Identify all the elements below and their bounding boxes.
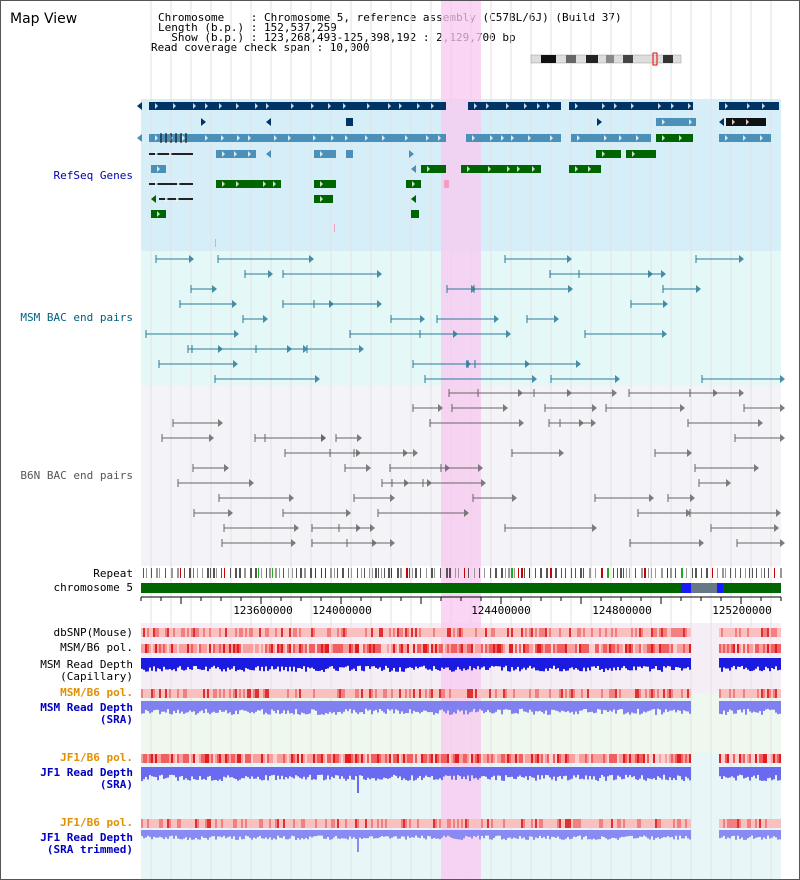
ruler-tick-label: 124000000 — [312, 604, 372, 617]
position-ruler: 123600000 124000000 124400000 124800000 1252… — [140, 596, 782, 617]
jf1-depth-trim-sublabel: (SRA trimmed) — [46, 843, 133, 856]
repeat-track[interactable] — [143, 568, 782, 578]
refseq-genes-label[interactable]: RefSeq Genes — [53, 169, 133, 182]
chromosome-ideogram[interactable] — [530, 52, 682, 66]
msm-bac-label[interactable]: MSM BAC end pairs — [20, 311, 133, 324]
msm-b6-pol-label: MSM/B6 pol. — [60, 641, 133, 654]
msm-depth-sra-sublabel: (SRA) — [99, 713, 133, 726]
b6n-bac-label[interactable]: B6N BAC end pairs — [20, 469, 133, 482]
jf1-depth-trim-label: JF1 Read Depth — [40, 831, 133, 844]
msm-b6-pol-sra-label: MSM/B6 pol. — [60, 686, 133, 699]
msm-depth-cap-sublabel: (Capillary) — [60, 670, 133, 683]
chromosome-bar — [141, 583, 781, 593]
ruler-tick-label: 125200000 — [712, 604, 772, 617]
chromosome-label: chromosome 5 — [53, 581, 133, 594]
polymorphism-tracks[interactable] — [141, 628, 781, 828]
jf1-depth-sra-sublabel: (SRA) — [99, 778, 133, 791]
jf1-b6-pol-trim-label: JF1/B6 pol. — [60, 816, 133, 829]
jf1-b6-pol-label: JF1/B6 pol. — [60, 751, 133, 764]
read-depth-tracks[interactable] — [141, 658, 781, 852]
ruler-tick-label: 124800000 — [592, 604, 652, 617]
b6n-bac-pairs-track[interactable] — [161, 389, 785, 547]
highlight-region[interactable] — [441, 1, 481, 880]
ruler-tick-label: 124400000 — [471, 604, 531, 617]
msm-depth-sra-label: MSM Read Depth — [40, 701, 133, 714]
refseq-genes-track[interactable] — [137, 102, 779, 247]
repeat-label: Repeat — [93, 567, 133, 580]
map-view-title: Map View — [10, 11, 78, 27]
dbsnp-label: dbSNP(Mouse) — [53, 626, 133, 639]
ruler-tick-label: 123600000 — [233, 604, 293, 617]
msm-bac-pairs-track[interactable] — [145, 255, 785, 383]
length-info: Length (b.p.) : 152,537,259 — [158, 21, 337, 34]
msm-depth-cap-label: MSM Read Depth — [40, 658, 133, 671]
jf1-depth-sra-label: JF1 Read Depth — [40, 766, 133, 779]
